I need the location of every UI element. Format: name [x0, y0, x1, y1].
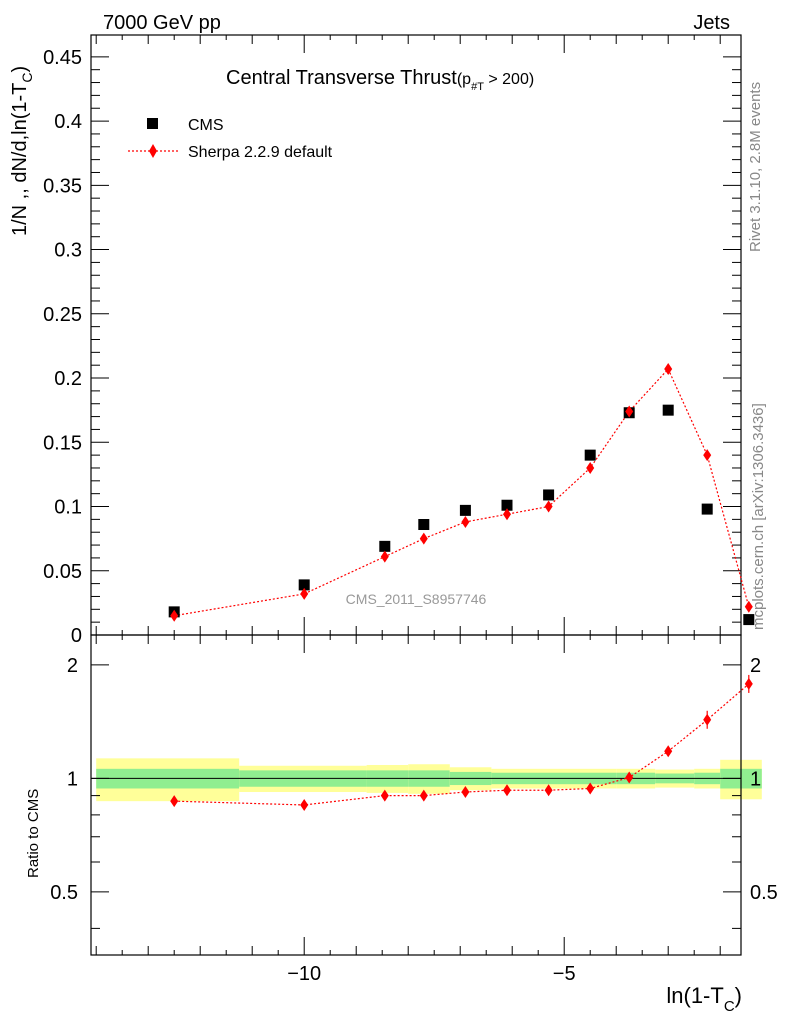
header-energy-label: 7000 GeV pp [103, 12, 221, 34]
ratio-y-tick-label-right: 0.5 [750, 882, 778, 904]
sherpa-data-point [170, 609, 179, 622]
main-y-tick-label: 0.45 [43, 47, 82, 69]
legend: CMS Sherpa 2.2.9 default [128, 117, 333, 161]
main-y-tick-label: 0.35 [43, 175, 82, 197]
ratio-y-tick-label: 2 [67, 655, 78, 677]
ratio-y-tick-label: 1 [67, 768, 78, 790]
cms-data-point [459, 504, 471, 516]
x-tick-label: −10 [287, 963, 321, 985]
sherpa-ratio-point [664, 745, 673, 758]
main-y-axis-label-close: ) [9, 66, 31, 73]
sherpa-data-point [503, 508, 511, 521]
main-y-tick-label: 0.3 [54, 240, 82, 262]
x-axis-label: ln(1-TC) [666, 983, 742, 1015]
sherpa-ratio-point [461, 786, 470, 799]
main-y-axis-label-text: 1/N ,, dN/d,ln(1-T [9, 83, 31, 236]
header-process-label: Jets [693, 12, 730, 34]
sherpa-ratio-point [703, 713, 712, 726]
main-y-tick-label: 0 [71, 625, 82, 647]
ratio-y-axis-label: Ratio to CMS [25, 789, 42, 878]
ratio-plot-frame [90, 634, 742, 956]
main-y-tick-label: 0.2 [54, 368, 82, 390]
main-y-tick-label: 0.05 [43, 561, 82, 583]
sherpa-ratio-point [586, 782, 595, 795]
sherpa-data-point [419, 532, 428, 545]
sherpa-data-point [380, 550, 389, 563]
main-y-tick-label: 0.4 [54, 111, 82, 133]
mcplots-label: mcplots.cern.ch [arXiv:1306.3436] [750, 403, 767, 630]
rivet-version-label: Rivet 3.1.10, 2.8M events [747, 82, 764, 252]
cms-data-point [743, 614, 755, 626]
legend-cms-marker [147, 118, 158, 129]
legend-sherpa-marker [149, 144, 157, 158]
cms-data-point [298, 579, 310, 591]
cms-data-point [543, 489, 555, 501]
main-y-tick-label: 0.25 [43, 304, 82, 326]
main-y-tick-label: 0.1 [54, 497, 82, 519]
chart-title-text: Central Transverse Thrust [226, 67, 457, 89]
sherpa-data-point [744, 600, 753, 613]
sherpa-data-point [300, 587, 309, 600]
x-axis-label-close: ) [735, 983, 742, 1008]
sherpa-data-point [461, 515, 470, 528]
sherpa-ratio-point [503, 784, 511, 797]
cms-data-point [418, 519, 430, 531]
x-axis-label-text: ln(1-T [666, 983, 723, 1008]
ratio-y-tick-label-right: 2 [750, 655, 761, 677]
main-y-axis-label: 1/N ,, dN/d,ln(1-TC) [9, 66, 35, 236]
sherpa-ratio-point [744, 677, 753, 690]
ratio-y-tick-label: 0.5 [50, 882, 78, 904]
sherpa-data-point [664, 363, 673, 376]
sherpa-data-point [703, 449, 712, 462]
cms-data-point [662, 404, 674, 416]
sherpa-ratio-point [625, 771, 634, 784]
x-tick-label: −5 [553, 963, 576, 985]
main-y-tick-label: 0.15 [43, 432, 82, 454]
sherpa-ratio-point [380, 789, 389, 802]
cms-data-point [501, 499, 513, 511]
sherpa-ratio-line [174, 683, 750, 806]
analysis-watermark: CMS_2011_S8957746 [346, 591, 487, 607]
cms-data-point [584, 449, 596, 461]
chart-title-cut: (p [457, 71, 471, 88]
chart-title-cut-sub: #T [471, 81, 484, 93]
sherpa-data-point [625, 405, 634, 418]
chart-title: Central Transverse Thrust(p#T > 200) [226, 67, 534, 93]
sherpa-ratio-point [419, 789, 428, 802]
sherpa-ratio-point [300, 798, 309, 811]
plot-layer: −10 −5 0 0.05 0.1 0.15 0.2 0.25 0.3 0.35 0.4 0.45 0.… [43, 34, 778, 985]
x-axis-label-sub: C [724, 998, 735, 1015]
chart-title-cut-rest: > 200) [484, 71, 534, 88]
cms-data-point [701, 503, 713, 515]
sherpa-ratio-point [544, 784, 553, 797]
ratio-y-tick-label-right: 1 [750, 768, 761, 790]
sherpa-ratio-point [170, 795, 179, 808]
main-y-axis-label-sub: C [19, 72, 35, 82]
sherpa-main-line [174, 367, 750, 617]
cms-data-point [379, 540, 391, 552]
sherpa-data-point [544, 500, 553, 513]
sherpa-data-point [586, 461, 595, 474]
legend-cms-label: CMS [188, 117, 224, 134]
legend-sherpa-label: Sherpa 2.2.9 default [188, 144, 333, 161]
